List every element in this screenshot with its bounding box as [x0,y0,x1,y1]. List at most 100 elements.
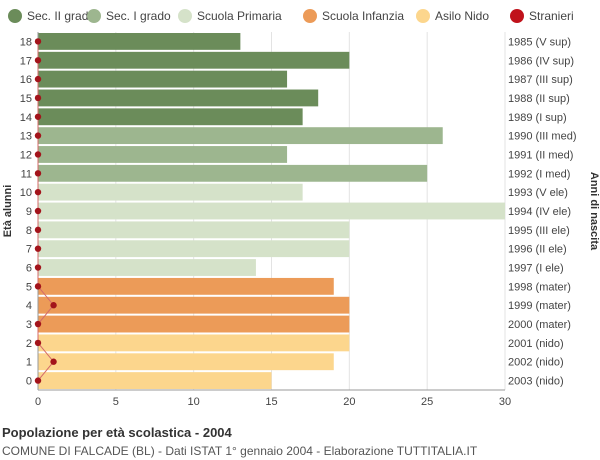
bar [38,89,319,107]
x-tick-label: 20 [343,396,355,408]
bar [38,334,350,352]
legend-swatch [87,9,101,23]
birth-year-tick-label: 1996 (II ele) [508,244,567,256]
age-tick-label: 17 [20,55,32,67]
bar [38,221,350,239]
foreign-point [34,339,42,347]
bar [38,202,505,220]
bar [38,183,303,201]
x-tick-label: 15 [265,396,277,408]
legend-label: Asilo Nido [435,9,490,23]
age-tick-label: 8 [26,225,32,237]
age-tick-label: 0 [26,376,32,388]
birth-year-tick-label: 1986 (IV sup) [508,55,574,67]
age-tick-label: 4 [26,300,32,312]
age-tick-label: 3 [26,319,32,331]
birth-year-tick-label: 1988 (II sup) [508,93,570,105]
birth-year-tick-label: 1991 (II med) [508,149,573,161]
age-tick-label: 14 [20,112,32,124]
age-tick-label: 1 [26,357,32,369]
bar [38,127,443,145]
birth-year-tick-label: 1994 (IV ele) [508,206,571,218]
legend-item: Scuola Infanzia [303,6,404,26]
bar [38,353,334,371]
bar [38,277,334,295]
foreign-point [34,170,42,177]
age-tick-label: 16 [20,74,32,86]
legend-label: Sec. I grado [106,9,171,23]
bar [38,315,350,333]
legend-item: Stranieri [510,6,574,26]
legend-item: Scuola Primaria [178,6,282,26]
birth-year-tick-label: 2003 (nido) [508,376,564,388]
x-tick-label: 5 [113,396,119,408]
birth-year-tick-label: 1999 (mater) [508,300,571,312]
age-tick-label: 5 [26,281,32,293]
bar [38,108,303,126]
age-tick-label: 6 [26,263,32,275]
age-tick-label: 11 [21,168,32,180]
foreign-point [34,113,42,120]
foreign-point [34,151,42,158]
bar [38,51,350,69]
x-tick-label: 25 [421,396,433,408]
age-tick-label: 7 [26,244,32,256]
legend-swatch [178,9,192,23]
bar [38,33,241,50]
foreign-point [34,132,42,139]
age-tick-label: 13 [20,131,32,143]
birth-year-tick-label: 1990 (III med) [508,131,576,143]
bar [38,259,256,276]
foreign-point [34,377,42,384]
legend-label: Scuola Primaria [197,9,282,23]
birth-year-tick-label: 1997 (I ele) [508,263,564,275]
foreign-point [34,57,42,64]
legend-label: Scuola Infanzia [322,9,405,23]
chart-legend: Sec. II grado Sec. I grado Scuola Primaria… [0,6,600,26]
foreign-point [34,94,42,102]
birth-year-tick-label: 2001 (nido) [508,338,564,350]
foreign-point [50,302,57,309]
chart-footer-subtitle: COMUNE DI FALCADE (BL) - Dati ISTAT 1° g… [2,444,478,458]
chart-footer-title: Popolazione per età scolastica - 2004 [2,425,232,440]
foreign-point [34,188,42,196]
legend-item: Asilo Nido [416,6,489,26]
bar [38,164,428,182]
birth-year-tick-label: 2002 (nido) [508,357,564,369]
foreign-point [34,38,42,45]
birth-year-tick-label: 2000 (mater) [508,319,571,331]
birth-year-tick-label: 1985 (V sup) [508,36,571,48]
bar [38,296,350,314]
bar [38,372,272,389]
legend-swatch [510,9,524,23]
foreign-point [34,283,42,290]
birth-year-tick-label: 1993 (V ele) [508,187,568,199]
bar [38,146,288,163]
legend-label: Stranieri [529,9,574,23]
y-axis-title: Età alunni [2,185,14,238]
birth-year-tick-label: 1987 (III sup) [508,74,573,86]
foreign-point [34,226,42,234]
y-axis-title-right: Anni di nascita [588,172,600,251]
legend-item: Sec. I grado [87,6,171,26]
foreign-point [34,264,42,271]
birth-year-tick-label: 1998 (mater) [508,281,571,293]
x-tick-label: 10 [188,396,200,408]
x-tick-label: 0 [35,396,41,408]
birth-year-tick-label: 1992 (I med) [508,168,570,180]
legend-label: Sec. II grado [27,9,96,23]
legend-swatch [416,9,430,23]
birth-year-tick-label: 1989 (I sup) [508,112,567,124]
age-tick-label: 15 [20,93,32,105]
legend-swatch [303,9,317,23]
bar-chart: 18 1985 (V sup)17 1986 (IV sup)16 1987 (III… [2,32,600,408]
age-tick-label: 2 [26,338,32,350]
foreign-point [34,207,42,215]
bar [38,240,350,258]
foreign-point [34,75,42,83]
legend-swatch [8,9,22,23]
age-tick-label: 18 [20,36,32,48]
birth-year-tick-label: 1995 (III ele) [508,225,570,237]
foreign-point [34,245,42,252]
age-tick-label: 10 [20,187,32,199]
